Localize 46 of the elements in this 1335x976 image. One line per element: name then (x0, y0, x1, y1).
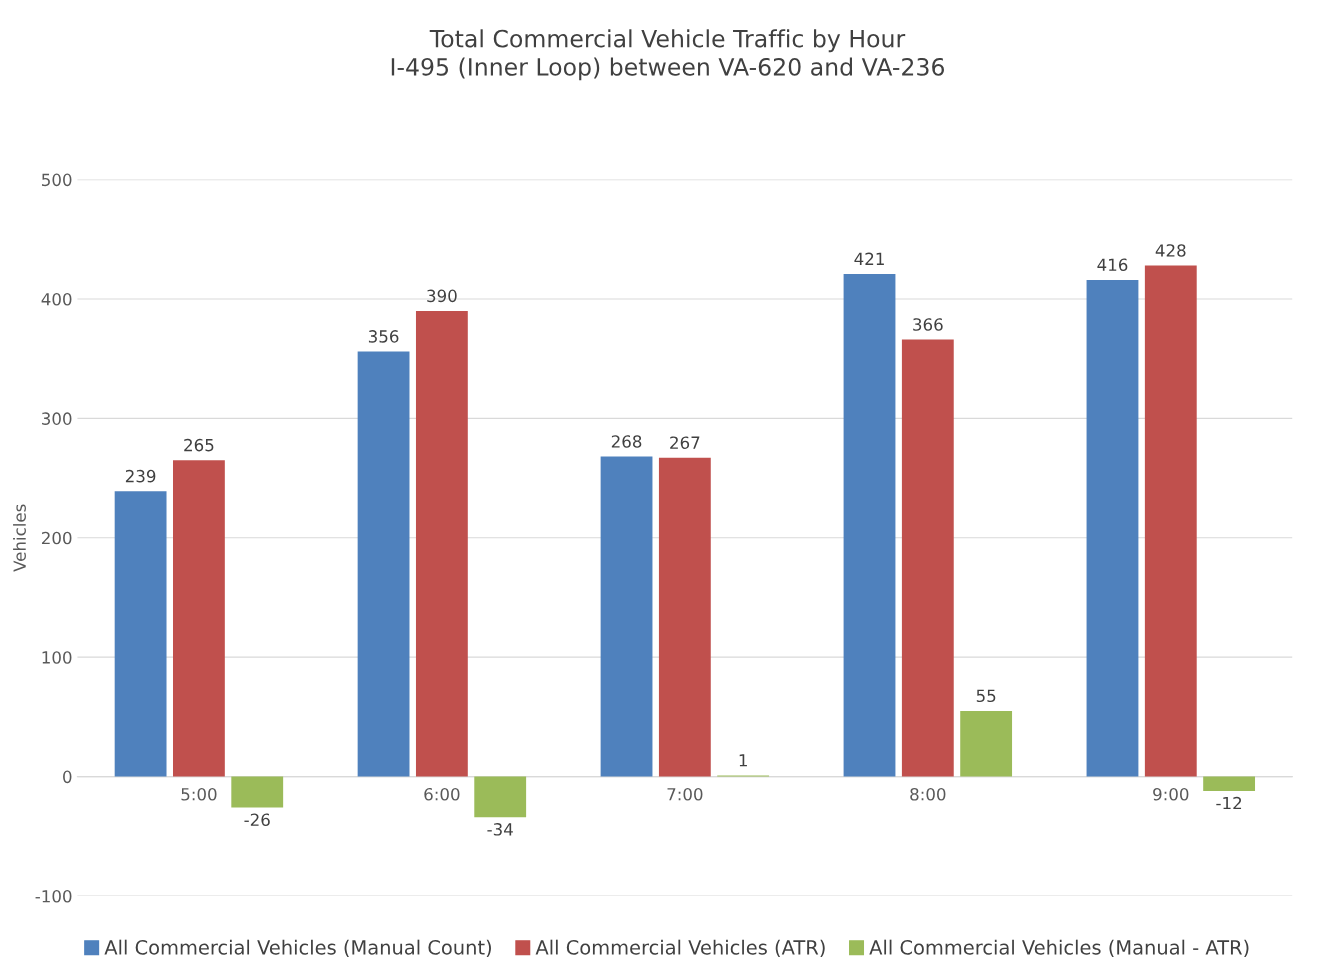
y-tick-label: 500 (42, 173, 72, 187)
data-label: 55 (976, 689, 996, 703)
data-label: 366 (913, 318, 943, 331)
bar (173, 460, 225, 777)
data-label: 421 (854, 252, 884, 265)
data-label: 428 (1155, 244, 1186, 257)
data-label: 268 (611, 435, 642, 448)
legend-label: All Commercial Vehicles (Manual Count) (104, 939, 491, 958)
bar (415, 310, 468, 777)
y-tick-label: 300 (42, 412, 72, 425)
x-tick-label: 6:00 (424, 787, 460, 801)
data-label: 1 (739, 754, 747, 767)
bar (474, 776, 527, 818)
bar (1086, 279, 1139, 777)
y-tick-label: 100 (42, 651, 72, 664)
y-tick-label: -100 (35, 889, 72, 903)
x-tick-label: 9:00 (1153, 787, 1189, 801)
x-tick-label: 8:00 (910, 787, 946, 801)
bar (1203, 776, 1256, 791)
bar (600, 456, 653, 777)
bar (231, 776, 284, 808)
y-axis-title: Vehicles (13, 504, 26, 572)
chart-title: Total Commercial Vehicle Traffic by Hour I-495 (Inner Loop) between VA-620 and VA-236 (391, 29, 944, 81)
data-label: 267 (670, 436, 700, 449)
y-tick-label: 400 (41, 292, 72, 306)
bar (357, 351, 410, 777)
x-tick-label: 5:00 (181, 787, 217, 801)
bar (658, 457, 711, 777)
data-label: -26 (244, 813, 270, 827)
x-tick-label: 7:00 (667, 787, 703, 801)
data-label: -12 (1216, 796, 1242, 810)
y-tick-label: 0 (63, 770, 72, 784)
legend-label: All Commercial Vehicles (ATR) (535, 939, 825, 958)
bar (901, 339, 954, 777)
data-label: -34 (487, 823, 513, 836)
data-label: 390 (427, 289, 457, 303)
bar (843, 273, 896, 777)
bar (1144, 265, 1197, 777)
y-tick-label: 200 (41, 531, 72, 545)
bar (960, 710, 1013, 777)
data-label: 239 (125, 469, 156, 483)
bar (114, 491, 167, 777)
data-label: 356 (368, 330, 399, 343)
legend-label: All Commercial Vehicles (Manual - ATR) (869, 939, 1249, 958)
data-label: 416 (1097, 258, 1128, 272)
data-label: 265 (184, 438, 214, 452)
